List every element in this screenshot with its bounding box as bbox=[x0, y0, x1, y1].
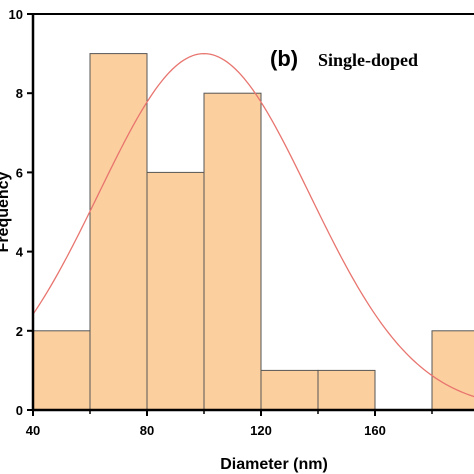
y-tick-label-4: 4 bbox=[16, 245, 24, 260]
chart-title: Single-doped bbox=[318, 50, 418, 70]
x-tick-label-160: 160 bbox=[364, 423, 386, 438]
histogram-bar-5 bbox=[317, 369, 376, 411]
x-tick-label-40: 40 bbox=[26, 423, 40, 438]
bars-layer bbox=[32, 53, 474, 411]
histogram-bar-4 bbox=[260, 369, 319, 411]
y-tick-label-0: 0 bbox=[16, 403, 23, 418]
histogram-bar-0 bbox=[32, 330, 91, 411]
gaussian-fit-curve bbox=[32, 52, 474, 398]
axes-layer bbox=[31, 13, 474, 412]
x-axis-title: Diameter (nm) bbox=[220, 456, 328, 473]
ticks-layer: 0 2 4 6 8 10 40 80 120 160 bbox=[9, 7, 433, 438]
histogram-bar-2 bbox=[146, 171, 205, 411]
y-tick-label-8: 8 bbox=[16, 86, 23, 101]
y-tick-label-10: 10 bbox=[9, 7, 23, 22]
panel-label: (b) bbox=[270, 46, 298, 71]
y-tick-label-6: 6 bbox=[16, 165, 23, 180]
y-axis-title: Frequency bbox=[0, 171, 12, 252]
histogram-bar-7 bbox=[431, 330, 474, 411]
y-tick-label-2: 2 bbox=[16, 324, 23, 339]
x-tick-label-80: 80 bbox=[140, 423, 154, 438]
histogram-bar-3 bbox=[203, 92, 262, 411]
x-tick-label-120: 120 bbox=[250, 423, 272, 438]
fit-curve-layer bbox=[32, 52, 474, 398]
histogram-bar-1 bbox=[89, 53, 148, 411]
